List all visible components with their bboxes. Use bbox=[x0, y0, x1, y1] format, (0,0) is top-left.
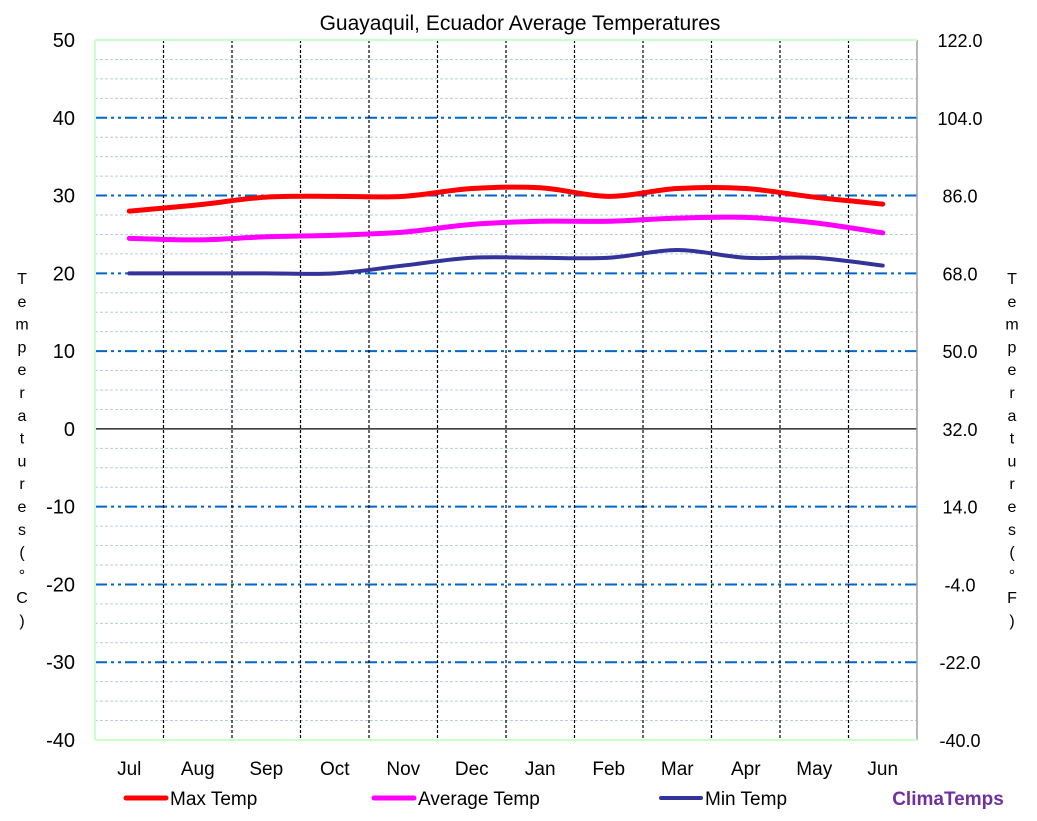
axis-title-char: ° bbox=[19, 567, 25, 584]
axis-title-char: ( bbox=[19, 545, 25, 562]
x-tick-label: Jun bbox=[867, 759, 898, 780]
y-tick-label: 0 bbox=[64, 419, 75, 441]
axis-title-char: ( bbox=[1009, 545, 1015, 562]
y2-tick-label: 68.0 bbox=[942, 264, 977, 284]
y-tick-label: 40 bbox=[53, 108, 75, 130]
x-tick-label: Oct bbox=[320, 759, 350, 780]
series-line-min-temp bbox=[127, 247, 885, 276]
legend-label: Min Temp bbox=[705, 789, 787, 810]
y2-tick-label: 32.0 bbox=[942, 420, 977, 440]
axis-title-char: u bbox=[18, 453, 27, 470]
axis-title-char: r bbox=[19, 476, 25, 493]
axis-title-char: T bbox=[1007, 271, 1017, 288]
axis-title-char: e bbox=[18, 499, 27, 516]
y2-tick-label: -22.0 bbox=[939, 653, 980, 673]
x-tick-label: Aug bbox=[181, 759, 215, 780]
x-tick-label: Apr bbox=[731, 759, 761, 780]
axis-title-char: ° bbox=[1009, 567, 1015, 584]
y-tick-label: -10 bbox=[46, 497, 75, 519]
brand-logo: ClimaTemps bbox=[892, 789, 1004, 810]
axis-title-char: m bbox=[15, 317, 28, 334]
x-tick-label: Nov bbox=[386, 759, 420, 780]
y-tick-label: 50 bbox=[53, 30, 75, 52]
axis-title-char: p bbox=[1008, 339, 1017, 356]
axis-title-char: s bbox=[1008, 522, 1016, 539]
axis-title-char: r bbox=[1009, 385, 1015, 402]
axis-title-char: t bbox=[1010, 431, 1015, 448]
axis-title-char: p bbox=[18, 339, 27, 356]
axis-title-char: C bbox=[16, 590, 28, 607]
chart-title: Guayaquil, Ecuador Average Temperatures bbox=[320, 12, 721, 35]
x-tick-label: Dec bbox=[455, 759, 489, 780]
series-line-max-temp bbox=[126, 184, 886, 214]
legend-label: Average Temp bbox=[418, 789, 540, 810]
axis-title-char: ) bbox=[1009, 613, 1014, 630]
y-tick-label: -30 bbox=[46, 652, 75, 674]
y2-tick-label: -4.0 bbox=[944, 575, 975, 595]
axis-title-char: e bbox=[1008, 294, 1017, 311]
x-tick-label: Jan bbox=[525, 759, 556, 780]
axis-title-char: r bbox=[19, 385, 25, 402]
axis-title-char: T bbox=[17, 271, 27, 288]
axis-title-char: F bbox=[1007, 590, 1017, 607]
axis-title-char: e bbox=[1008, 499, 1017, 516]
axis-title-char: ) bbox=[19, 613, 24, 630]
y2-tick-label: 86.0 bbox=[942, 187, 977, 207]
axis-title-char: a bbox=[1008, 408, 1017, 425]
x-tick-label: May bbox=[796, 759, 832, 780]
axis-title-char: s bbox=[18, 522, 26, 539]
x-tick-label: Sep bbox=[249, 759, 283, 780]
axis-title-char: e bbox=[18, 362, 27, 379]
y-axis-title: Temperatures(°C) bbox=[15, 271, 28, 630]
axis-title-char: r bbox=[1009, 476, 1015, 493]
y2-tick-label: 14.0 bbox=[942, 498, 977, 518]
y-tick-label: -40 bbox=[46, 730, 75, 752]
y2-tick-label: 104.0 bbox=[937, 109, 982, 129]
x-tick-label: Feb bbox=[592, 759, 625, 780]
legend-label: Max Temp bbox=[170, 789, 257, 810]
axis-title-char: u bbox=[1008, 453, 1017, 470]
axis-title-char: a bbox=[18, 408, 27, 425]
axis-title-char: t bbox=[20, 431, 25, 448]
axis-title-char: e bbox=[18, 294, 27, 311]
y2-tick-label: 122.0 bbox=[937, 31, 982, 51]
axis-title-char: e bbox=[1008, 362, 1017, 379]
axis-title-char: m bbox=[1005, 317, 1018, 334]
y-tick-label: 10 bbox=[53, 341, 75, 363]
y2-tick-label: 50.0 bbox=[942, 342, 977, 362]
y-tick-label: 20 bbox=[53, 263, 75, 285]
y2-axis-title: Temperatures(°F) bbox=[1005, 271, 1018, 630]
y2-tick-label: -40.0 bbox=[939, 731, 980, 751]
y-tick-label: -20 bbox=[46, 574, 75, 596]
x-tick-label: Mar bbox=[661, 759, 694, 780]
y-tick-label: 30 bbox=[53, 186, 75, 208]
series-line-average-temp bbox=[126, 214, 886, 243]
x-tick-label: Jul bbox=[117, 759, 141, 780]
